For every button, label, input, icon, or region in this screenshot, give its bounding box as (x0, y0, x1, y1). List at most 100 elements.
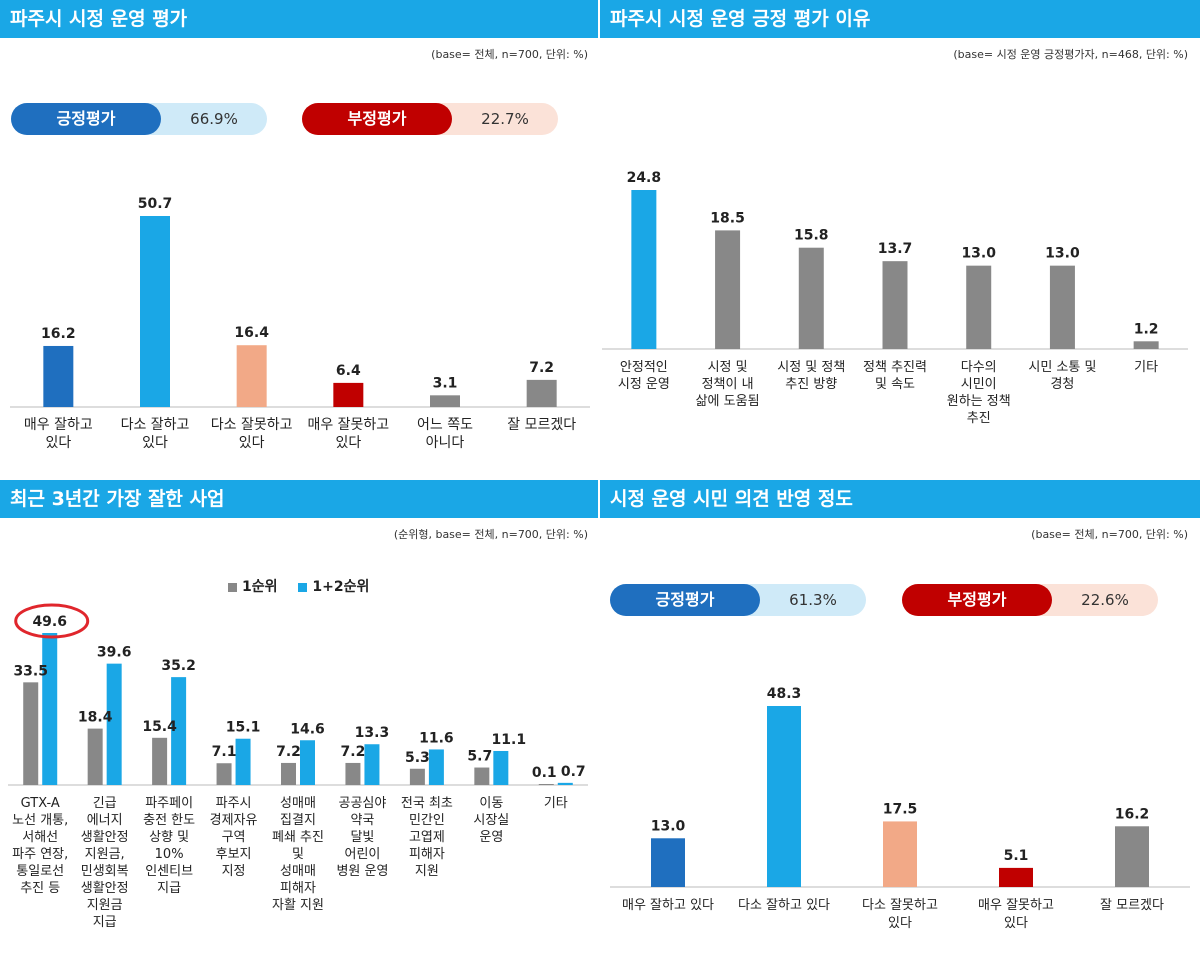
chart-positive-reasons: 24.8 안정적인 시정 운영 18.5 시정 및 정책이 내 삶에 도움됨 15.8 시정 및… (602, 170, 1188, 426)
category-label: 긴급 에너지 생활안정 지원금, 민생회복 생활안정 지원금 지급 (81, 796, 129, 930)
category-label-line: 있다 (1004, 916, 1028, 931)
positive-label: 긍정평가 (11, 103, 161, 135)
category-label-line: 있다 (142, 435, 168, 451)
bar (1049, 265, 1075, 349)
bar-rank12 (42, 633, 58, 785)
category-label: 매우 잘하고 있다 (24, 417, 93, 451)
data-label-rank1: 7.2 (276, 744, 301, 760)
data-label: 15.8 (794, 228, 829, 244)
bar (883, 821, 917, 887)
legend-item-rank1: 1순위 (228, 579, 278, 595)
category-label-line: 생활안정 (81, 881, 129, 896)
category-label-line: 충전 한도 (143, 813, 195, 828)
category-label-line: 지원 (415, 864, 439, 879)
category-label: 매우 잘못하고 있다 (978, 898, 1054, 931)
category-label-line: 다소 잘못하고 (862, 898, 938, 913)
category-label: 공공심야 약국 달빛 어린이 병원 운영 (336, 796, 388, 879)
category-label-line: 정책 추진력 (863, 360, 927, 375)
negative-label: 부정평가 (302, 103, 452, 135)
data-label-rank1: 0.1 (532, 765, 557, 781)
category-label-line: 서해선 (22, 830, 58, 845)
category-label-line: 잘 모르겠다 (507, 417, 576, 433)
bar-rank1 (23, 682, 39, 785)
data-label: 48.3 (767, 686, 802, 702)
bar-rank12 (235, 738, 251, 785)
legend-swatch-gray (228, 582, 237, 592)
bar-rank1 (345, 762, 361, 785)
data-label-rank12: 0.7 (561, 764, 586, 780)
category-label-line: 후보지 (216, 847, 252, 862)
category-label: 파주페이 충전 한도 상향 및 10% 인센티브 지급 (143, 796, 195, 896)
panel-title: 시정 운영 시민 의견 반영 정도 (600, 480, 1200, 518)
chart-legend: 1순위 1+2순위 (228, 576, 385, 596)
bar-rank1 (152, 737, 168, 785)
category-label-line: 다수의 (961, 360, 997, 375)
bar (651, 838, 685, 887)
category-label: 시민 소통 및 경청 (1028, 360, 1096, 392)
data-label-rank12: 11.1 (492, 732, 527, 748)
category-label-line: 지원금 (87, 898, 123, 913)
category-label-line: 10% (155, 847, 184, 862)
bar-rank12 (300, 740, 315, 785)
bar (1115, 826, 1149, 887)
legend-swatch-blue (298, 582, 308, 592)
bar-rank1 (87, 728, 103, 785)
bar (43, 345, 74, 407)
category-label-line: 생활안정 (81, 830, 129, 845)
data-label: 6.4 (336, 363, 361, 379)
category-label-line: 공공심야 (339, 796, 387, 811)
positive-label: 긍정평가 (610, 584, 760, 616)
category-label-line: 노선 개통, (12, 813, 68, 828)
bar-rank12 (364, 744, 380, 785)
category-label: 다소 잘못하고 있다 (211, 417, 293, 451)
base-note: (base= 시정 운영 긍정평가자, n=468, 단위: %) (953, 48, 1188, 61)
panel-best-projects: 최근 3년간 가장 잘한 사업 (순위형, base= 전체, n=700, 단… (0, 478, 600, 959)
bar-rank12 (493, 750, 509, 785)
category-label-line: 파주페이 (145, 796, 193, 811)
bar (236, 345, 267, 407)
category-label-line: 지원금, (85, 847, 125, 862)
data-label-rank1: 7.1 (212, 744, 237, 760)
data-label: 13.0 (961, 246, 996, 262)
legend-label: 1순위 (242, 579, 278, 595)
category-label-line: 약국 (350, 813, 374, 828)
category-label: 전국 최초 민간인 고엽제 피해자 지원 (401, 796, 453, 879)
data-label: 16.2 (41, 326, 76, 342)
category-label-line: 시정 및 정책 (777, 360, 845, 375)
category-label: 잘 모르겠다 (1100, 898, 1164, 913)
bar (715, 230, 741, 349)
bar-rank1 (409, 768, 425, 785)
category-label-line: 피해자 (409, 847, 445, 862)
category-label-line: 파주시 (216, 796, 252, 811)
data-label-rank1: 7.2 (341, 744, 366, 760)
bar-rank1 (474, 767, 490, 785)
bar-rank1 (216, 763, 232, 785)
category-label: 시정 및 정책이 내 삶에 도움됨 (696, 360, 760, 409)
positive-value: 61.3% (789, 591, 837, 609)
bar (882, 261, 908, 349)
chart-citizen-opinion: 13.0 매우 잘하고 있다 48.3 다소 잘하고 있다 17.5 다소 잘못하고 있다 5… (610, 686, 1190, 931)
category-label-line: 다소 잘하고 있다 (738, 898, 830, 913)
category-label-line: 구역 (222, 830, 246, 845)
category-label-line: 있다 (45, 435, 71, 451)
category-label-line: 시민이 (961, 377, 997, 392)
bar (1133, 341, 1159, 349)
category-label-line: 상향 및 (149, 830, 189, 845)
data-label: 16.4 (234, 325, 269, 341)
category-label-line: 안정적인 (620, 360, 668, 375)
category-label: 다소 잘못하고 있다 (862, 898, 938, 931)
category-label-line: 있다 (239, 435, 265, 451)
category-label-line: 기타 (544, 796, 568, 811)
category-label: GTX-A 노선 개통, 서해선 파주 연장, 통일로선 추진 등 (12, 796, 68, 896)
category-label-line: 운영 (479, 830, 503, 845)
category-label: 다소 잘하고 있다 (738, 898, 830, 913)
category-label-line: 병원 운영 (336, 864, 388, 879)
category-label-line: 및 (292, 847, 304, 862)
category-label-line: 및 속도 (875, 377, 915, 392)
bar-rank12 (171, 677, 187, 785)
data-label: 24.8 (627, 170, 662, 186)
data-label-rank1: 15.4 (142, 719, 177, 735)
base-note: (순위형, base= 전체, n=700, 단위: %) (393, 528, 588, 541)
data-label-rank12: 49.6 (32, 614, 67, 630)
